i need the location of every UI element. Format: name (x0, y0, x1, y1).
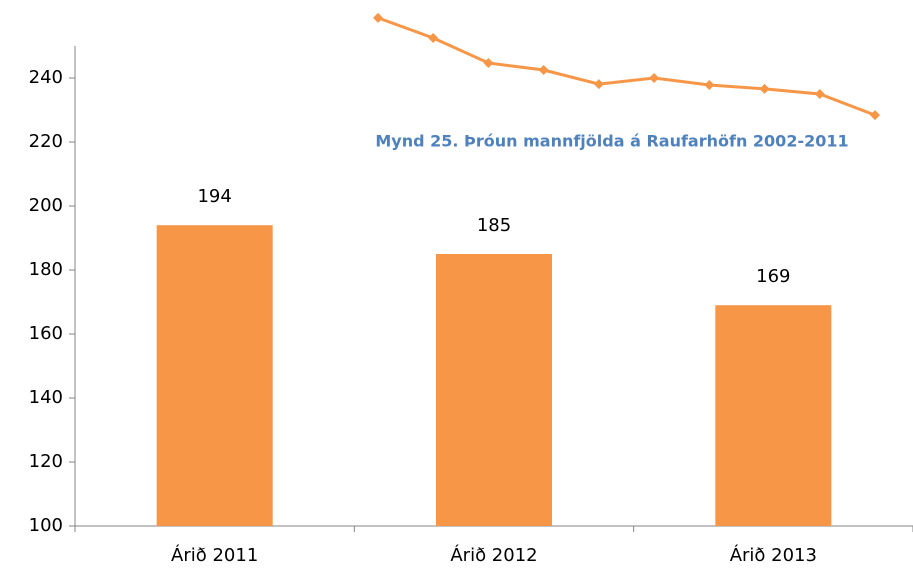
bar (715, 305, 832, 526)
marker (814, 89, 825, 99)
y-tick-label: 140 (29, 387, 63, 408)
y-tick-label: 200 (29, 195, 63, 216)
marker (759, 83, 770, 94)
marker (593, 79, 604, 90)
y-tick-label: 100 (29, 515, 63, 536)
x-tick-label: Árið 2012 (450, 544, 537, 566)
y-tick-label: 160 (29, 323, 63, 344)
caption: Mynd 25. Þróun mannfjölda á Raufarhöfn 2… (375, 132, 848, 151)
marker (373, 12, 383, 23)
marker (704, 80, 715, 91)
y-tick-label: 180 (29, 259, 63, 280)
value-label: 185 (477, 215, 511, 236)
bar (156, 225, 273, 526)
y-tick-label: 120 (29, 451, 63, 472)
line (377, 16, 876, 117)
value-label: 194 (197, 186, 231, 207)
marker (870, 110, 880, 121)
marker (649, 73, 660, 83)
bar (436, 254, 552, 526)
y-tick-label: 220 (29, 131, 63, 152)
marker (483, 57, 494, 68)
marker (428, 33, 439, 43)
value-label: 169 (756, 266, 790, 287)
x-tick-label: Árið 2013 (730, 544, 817, 566)
marker (538, 65, 549, 75)
y-tick-label: 240 (29, 67, 63, 88)
x-tick-label: Árið 2011 (171, 544, 258, 566)
